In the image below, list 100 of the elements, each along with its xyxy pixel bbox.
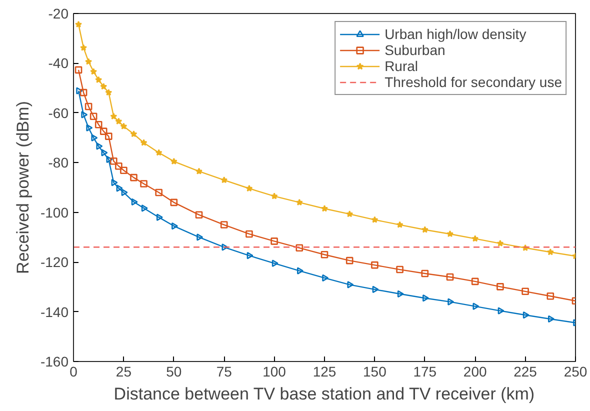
- point: [94, 120, 102, 128]
- legend-label: Suburban: [384, 42, 446, 58]
- x-tick-label: 225: [514, 364, 538, 380]
- point: [371, 216, 378, 223]
- point: [296, 198, 303, 206]
- point: [105, 88, 112, 96]
- point: [220, 176, 228, 184]
- point: [448, 298, 454, 306]
- point: [121, 188, 128, 196]
- point: [86, 124, 93, 132]
- y-tick-label: -80: [48, 154, 69, 171]
- point: [446, 230, 454, 238]
- point: [222, 244, 228, 251]
- point: [195, 168, 203, 174]
- point: [372, 286, 379, 294]
- y-tick-label: -20: [48, 6, 69, 22]
- point: [246, 252, 254, 260]
- point: [472, 302, 480, 310]
- point: [272, 260, 278, 267]
- point: [347, 281, 354, 288]
- point: [422, 294, 430, 302]
- point: [522, 311, 530, 319]
- legend-label: Threshold for secondary use: [384, 74, 562, 90]
- x-tick-label: 150: [363, 364, 387, 380]
- point: [320, 204, 328, 212]
- point: [91, 134, 98, 142]
- point: [140, 180, 148, 188]
- point: [320, 250, 328, 258]
- point: [270, 238, 278, 245]
- point: [90, 112, 98, 120]
- point: [496, 240, 504, 247]
- point: [346, 256, 354, 264]
- point: [101, 149, 108, 156]
- x-tick-label: 50: [166, 364, 182, 380]
- point: [141, 204, 148, 212]
- x-tick-label: 175: [413, 364, 437, 380]
- point: [170, 158, 178, 164]
- x-tick-label: 75: [216, 364, 232, 380]
- point: [120, 122, 128, 130]
- point: [96, 142, 103, 150]
- x-tick-label: 0: [70, 364, 78, 380]
- point: [85, 58, 92, 65]
- y-tick-label: -60: [48, 104, 69, 121]
- point: [546, 292, 554, 300]
- point: [80, 88, 88, 96]
- point: [156, 214, 163, 221]
- point: [170, 198, 178, 206]
- y-tick-label: -100: [40, 204, 69, 220]
- point: [195, 211, 203, 218]
- point: [81, 111, 88, 118]
- point: [346, 210, 354, 218]
- y-tick-label: -40: [48, 55, 69, 72]
- point: [522, 288, 529, 296]
- x-tick-label: 25: [116, 364, 132, 380]
- x-axis-title: Distance between TV base station and TV receiver (km): [114, 384, 535, 404]
- point: [110, 158, 118, 165]
- point: [220, 221, 228, 228]
- point: [100, 82, 108, 90]
- point: [90, 68, 98, 75]
- point: [75, 20, 82, 28]
- point: [100, 128, 108, 135]
- point: [84, 102, 92, 110]
- point: [116, 184, 123, 192]
- point: [397, 290, 404, 298]
- x-tick-label: 125: [312, 364, 336, 380]
- point: [111, 178, 118, 186]
- x-tick-label: 200: [463, 364, 487, 380]
- y-axis-title: Received power (dBm): [13, 101, 32, 274]
- legend-label: Rural: [384, 58, 418, 74]
- legend-label: Urban high/low density: [384, 26, 526, 42]
- point: [104, 132, 112, 140]
- point: [297, 267, 304, 274]
- x-tick-label: 250: [564, 364, 588, 380]
- point: [270, 192, 278, 200]
- point: [471, 278, 479, 286]
- point: [246, 230, 253, 238]
- point: [322, 274, 329, 282]
- point: [130, 130, 138, 138]
- point: [95, 76, 102, 83]
- point: [421, 270, 429, 278]
- point: [421, 226, 428, 233]
- point: [74, 66, 82, 74]
- point: [498, 307, 504, 314]
- point: [80, 44, 88, 51]
- point: [131, 198, 138, 206]
- point: [172, 222, 178, 230]
- point: [496, 283, 504, 290]
- y-tick-label: -140: [40, 304, 69, 320]
- y-tick-label: -160: [40, 354, 69, 370]
- point: [196, 234, 204, 241]
- point: [76, 87, 83, 94]
- point: [548, 315, 555, 323]
- point: [472, 235, 479, 242]
- point: [155, 149, 162, 156]
- point: [446, 273, 454, 281]
- point: [110, 112, 118, 120]
- point: [371, 261, 378, 269]
- point: [296, 244, 304, 252]
- point: [155, 188, 162, 196]
- y-tick-label: -120: [40, 254, 69, 270]
